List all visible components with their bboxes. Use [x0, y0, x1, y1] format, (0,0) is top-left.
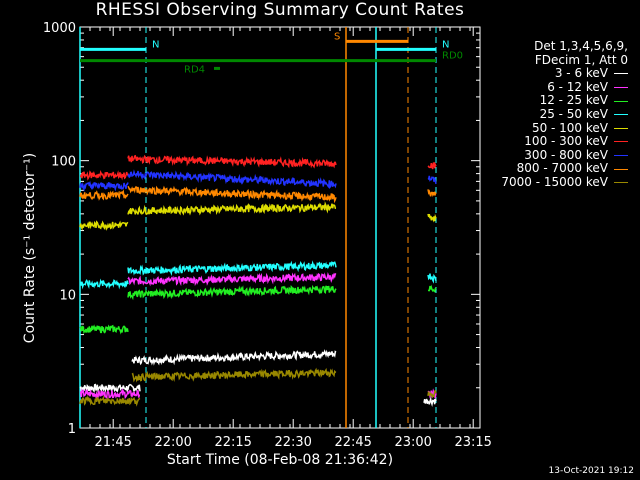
legend-swatch [614, 87, 628, 89]
legend-swatch [614, 100, 628, 102]
series-line [127, 154, 337, 169]
legend-entry: 50 - 100 keV [501, 120, 628, 136]
x-tick-label: 22:30 [274, 435, 311, 450]
series-line [79, 220, 129, 231]
flag-label: RD4 [184, 64, 205, 75]
y-tick-label: 10 [59, 288, 76, 303]
legend-label: 6 - 12 keV [547, 79, 608, 94]
legend-entry: 25 - 50 keV [501, 106, 628, 122]
legend-entry: 12 - 25 keV [501, 94, 628, 108]
legend-header-line-2: FDecim 1, Att 0 [534, 52, 628, 67]
series-line [79, 324, 129, 335]
legend-entry: 3 - 6 keV [501, 67, 628, 81]
legend-swatch [614, 155, 628, 157]
legend-label: 3 - 6 keV [554, 66, 608, 81]
series-line [127, 284, 337, 301]
series-line [79, 278, 129, 290]
x-tick-label: 23:15 [454, 435, 491, 450]
legend-swatch [614, 127, 628, 129]
series-line [79, 169, 129, 181]
legend-swatch [614, 141, 628, 143]
x-tick-label: 22:15 [214, 435, 251, 450]
series-line [427, 213, 437, 223]
series-line [427, 189, 437, 198]
flag-label: N [442, 39, 449, 50]
series-line [127, 260, 337, 277]
flag-label: S [334, 31, 340, 42]
series-line [79, 394, 141, 407]
legend-swatch [614, 114, 628, 116]
series-line [127, 201, 337, 216]
x-tick-label: 22:45 [334, 435, 371, 450]
legend-label: 7000 - 15000 keV [501, 174, 608, 189]
series-line [127, 169, 337, 190]
timestamp: 13-Oct-2021 19:12 [548, 466, 634, 476]
legend-entry: 7000 - 15000 keV [501, 174, 628, 190]
x-axis-label: Start Time (08-Feb-08 21:36:42) [166, 452, 394, 468]
legend-swatch [614, 168, 628, 170]
series-line [427, 389, 437, 399]
legend-swatch [614, 182, 628, 184]
series-line [131, 367, 337, 383]
y-tick-label: 1 [68, 422, 76, 437]
legend-entry: 300 - 800 keV [501, 147, 628, 163]
y-tick-label: 1000 [43, 21, 76, 36]
series-line [79, 180, 129, 192]
series-line [79, 388, 141, 400]
legend-label: 25 - 50 keV [539, 106, 608, 121]
legend-label: 12 - 25 keV [539, 93, 608, 108]
series-line [131, 349, 337, 366]
y-axis-label: Count Rate (s⁻¹ detector⁻¹) [22, 152, 38, 344]
series-line [427, 273, 437, 284]
chart-title: RHESSI Observing Summary Count Rates [95, 0, 465, 20]
series-line [427, 284, 437, 293]
chart-legend: Det 1,3,4,5,6,9, FDecim 1, Att 0 3 - 6 k… [501, 39, 628, 190]
series-line [427, 175, 437, 185]
series-line [79, 383, 141, 393]
series-line [423, 396, 437, 407]
y-tick-label: 100 [51, 155, 76, 170]
x-tick-label: 22:00 [154, 435, 191, 450]
legend-label: 300 - 800 keV [524, 147, 608, 162]
legend-entry: 6 - 12 keV [501, 79, 628, 95]
plot-frame [79, 26, 481, 429]
legend-label: 100 - 300 keV [524, 134, 608, 149]
legend-entry: 100 - 300 keV [501, 135, 628, 149]
series-line [79, 189, 129, 201]
legend-header-line-1: Det 1,3,4,5,6,9, [534, 39, 628, 53]
legend-label: 50 - 100 keV [531, 120, 608, 135]
legend-entry: 800 - 7000 keV [501, 162, 628, 176]
series-line [427, 161, 437, 170]
x-tick-label: 23:00 [394, 435, 431, 450]
series-line [127, 185, 337, 204]
flag-label: N [152, 39, 159, 50]
series-line [127, 271, 337, 287]
legend-swatch [614, 73, 628, 75]
x-tick-label: 21:45 [94, 435, 131, 450]
flag-label: RD0 [442, 51, 463, 62]
legend-label: 800 - 7000 keV [516, 161, 608, 176]
